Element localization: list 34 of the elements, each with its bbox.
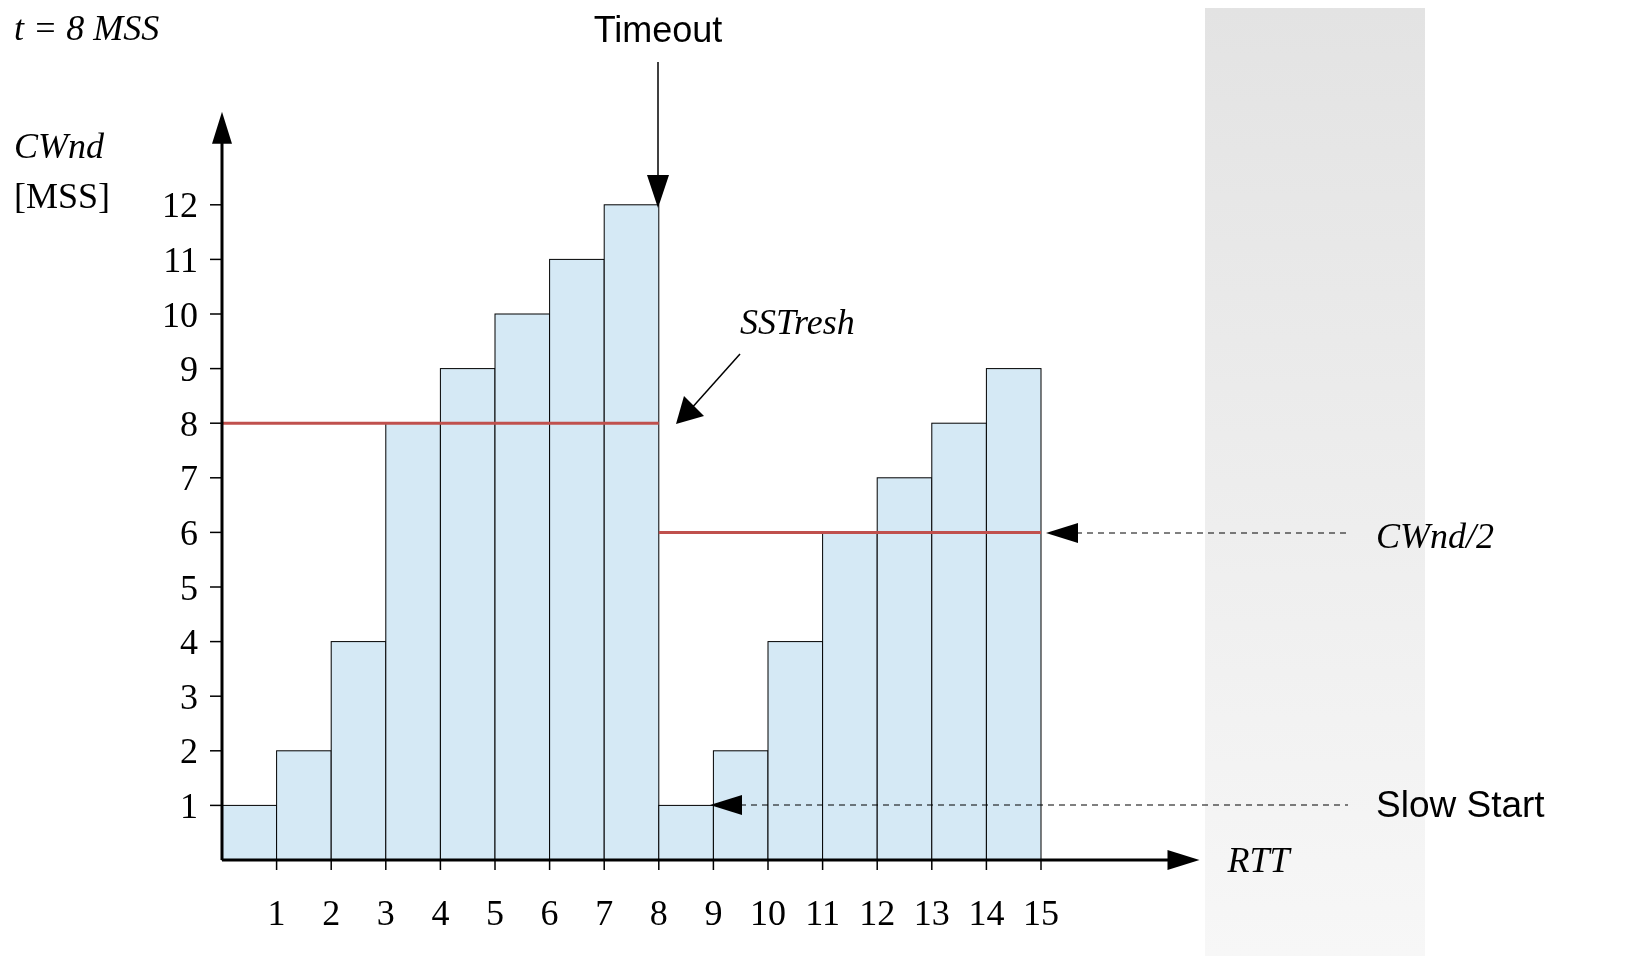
x-tick-label: 13 bbox=[913, 893, 950, 933]
y-tick-label: 8 bbox=[180, 403, 198, 444]
y-tick-label: 6 bbox=[180, 513, 198, 553]
y-tick-label: 9 bbox=[180, 349, 198, 390]
y-tick-label: 2 bbox=[180, 731, 198, 772]
x-tick-label: 9 bbox=[704, 893, 723, 933]
text: CWnd/2 bbox=[1376, 516, 1495, 556]
x-tick-label: 1 bbox=[267, 893, 286, 933]
x-tick-label: 6 bbox=[540, 893, 559, 933]
x-tick-label: 12 bbox=[859, 893, 896, 933]
x-tick-label: 15 bbox=[1023, 893, 1059, 933]
x-tick-label: 3 bbox=[376, 893, 395, 933]
y-axis-title: CWnd [MSS] bbox=[14, 126, 111, 216]
text: Slow Start bbox=[1376, 784, 1546, 825]
y-tick-label: 4 bbox=[180, 622, 198, 663]
annotation: SSTresh bbox=[740, 302, 855, 342]
x-tick-label: 4 bbox=[431, 893, 450, 933]
x-tick-label: 8 bbox=[649, 893, 668, 933]
y-tick-label: 1 bbox=[180, 786, 198, 826]
y-tick-label: 3 bbox=[180, 676, 198, 717]
y-tick-label: 5 bbox=[180, 567, 198, 608]
y-tick-label: 11 bbox=[163, 240, 198, 280]
x-axis-title: RTT bbox=[1226, 840, 1293, 880]
x-tick-label: 2 bbox=[322, 893, 341, 933]
x-tick-label: 5 bbox=[486, 893, 504, 933]
text: Timeout bbox=[593, 9, 723, 50]
x-tick-label: 7 bbox=[595, 893, 614, 933]
y-tick-label: 12 bbox=[162, 185, 198, 226]
x-tick-label: 11 bbox=[805, 893, 840, 933]
y-tick-label: 10 bbox=[162, 294, 198, 335]
y-tick-label: 7 bbox=[180, 458, 198, 499]
x-tick-label: 10 bbox=[750, 893, 786, 933]
x-tick-label: 14 bbox=[968, 893, 1005, 933]
text: t = 8 MSS bbox=[14, 8, 160, 48]
